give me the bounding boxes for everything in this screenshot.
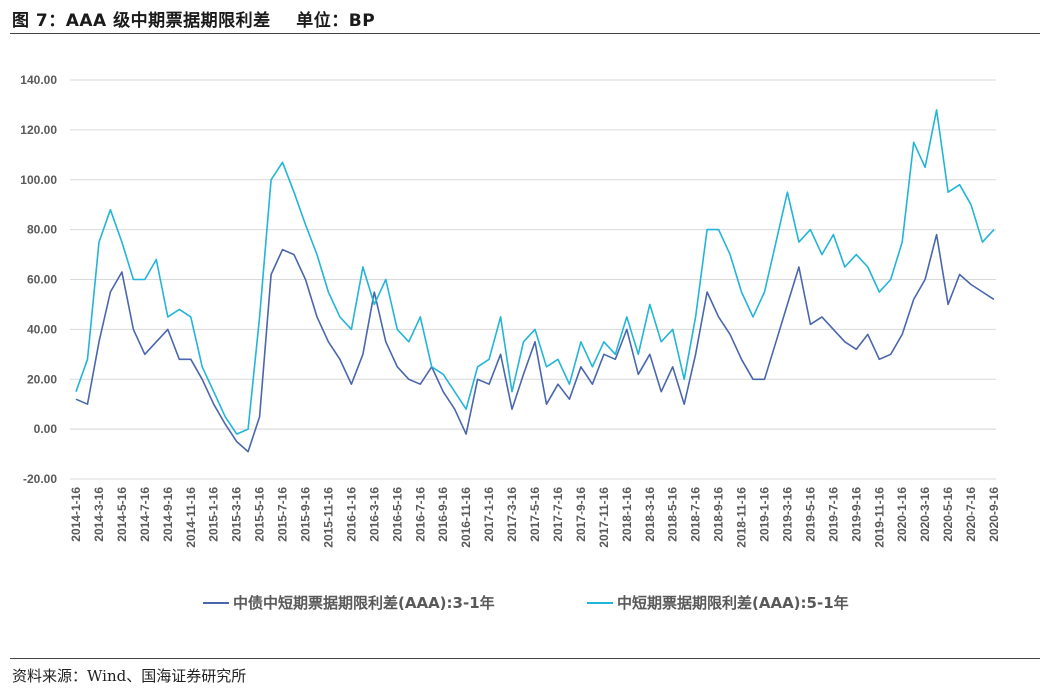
- y-tick-label: -20.00: [23, 472, 57, 486]
- x-tick-label: 2017-7-16: [551, 487, 565, 542]
- x-tick-label: 2015-9-16: [299, 487, 313, 542]
- x-tick-label: 2016-3-16: [367, 487, 381, 542]
- x-tick-label: 2016-7-16: [413, 487, 427, 542]
- x-tick-label: 2019-3-16: [780, 487, 794, 542]
- x-tick-label: 2015-7-16: [276, 487, 290, 542]
- x-tick-label: 2018-11-16: [735, 487, 749, 548]
- x-tick-label: 2019-11-16: [872, 487, 886, 548]
- x-tick-label: 2020-7-16: [964, 487, 978, 542]
- legend-label: 中债中短期票据期限利差(AAA):3-1年: [233, 594, 495, 612]
- x-tick-label: 2014-1-16: [69, 487, 83, 542]
- x-tick-label: 2016-1-16: [344, 487, 358, 542]
- series-lines: [75, 109, 995, 453]
- x-tick-label: 2019-7-16: [826, 487, 840, 542]
- y-tick-label: 140.00: [20, 73, 57, 87]
- x-tick-label: 2018-7-16: [689, 487, 703, 542]
- x-tick-label: 2014-11-16: [184, 487, 198, 548]
- x-tick-label: 2017-5-16: [528, 487, 542, 542]
- x-tick-label: 2016-11-16: [459, 487, 473, 548]
- legend: 中债中短期票据期限利差(AAA):3-1年 中短期票据期限利差(AAA):5-1年: [203, 594, 849, 612]
- x-tick-label: 2017-3-16: [505, 487, 519, 542]
- x-tick-label: 2018-9-16: [712, 487, 726, 542]
- x-tick-label: 2016-5-16: [390, 487, 404, 542]
- gridlines: [70, 79, 996, 480]
- x-tick-label: 2018-3-16: [643, 487, 657, 542]
- top-rule: [10, 33, 1040, 34]
- x-tick-label: 2020-3-16: [918, 487, 932, 542]
- x-tick-label: 2020-9-16: [987, 487, 1001, 542]
- y-tick-label: 80.00: [27, 223, 57, 237]
- x-tick-label: 2015-3-16: [230, 487, 244, 542]
- x-tick-label: 2019-1-16: [758, 487, 772, 542]
- x-tick-label: 2017-11-16: [597, 487, 611, 548]
- x-tick-label: 2017-1-16: [482, 487, 496, 542]
- y-tick-label: 120.00: [20, 123, 57, 137]
- bottom-rule: [10, 658, 1040, 659]
- x-tick-label: 2015-11-16: [321, 487, 335, 548]
- line-chart: -20.00 0.00 20.00 40.00 60.00 80.00 100.00 120.…: [20, 73, 1001, 612]
- x-tick-label: 2018-1-16: [620, 487, 634, 542]
- x-axis: 2014-1-16 2014-3-16 2014-5-16 2014-7-16 2014…: [69, 428, 1001, 548]
- source-note: 资料来源：Wind、国海证券研究所: [12, 667, 247, 685]
- figure-title: 图 7：AAA 级中期票据期限利差 单位：BP: [12, 11, 376, 31]
- x-tick-label: 2015-5-16: [253, 487, 267, 542]
- x-tick-label: 2016-9-16: [436, 487, 450, 542]
- y-axis: -20.00 0.00 20.00 40.00 60.00 80.00 100.00 120.…: [20, 73, 57, 486]
- series-line-3-1y: [75, 233, 995, 453]
- x-tick-label: 2020-5-16: [941, 487, 955, 542]
- x-tick-label: 2015-1-16: [207, 487, 221, 542]
- x-tick-label: 2014-7-16: [138, 487, 152, 542]
- y-tick-label: 60.00: [27, 273, 57, 287]
- x-tick-label: 2014-5-16: [115, 487, 129, 542]
- x-tick-label: 2019-9-16: [849, 487, 863, 542]
- legend-label: 中短期票据期限利差(AAA):5-1年: [617, 594, 849, 612]
- x-tick-label: 2020-1-16: [895, 487, 909, 542]
- series-line-5-1y: [75, 109, 995, 435]
- x-tick-label: 2018-5-16: [666, 487, 680, 542]
- x-tick-label: 2017-9-16: [574, 487, 588, 542]
- y-tick-label: 40.00: [27, 322, 57, 336]
- x-tick-label: 2019-5-16: [803, 487, 817, 542]
- y-tick-label: 20.00: [27, 372, 57, 386]
- x-tick-label: 2014-9-16: [161, 487, 175, 542]
- y-tick-label: 100.00: [20, 173, 57, 187]
- x-tick-label: 2014-3-16: [92, 487, 106, 542]
- y-tick-label: 0.00: [34, 422, 58, 436]
